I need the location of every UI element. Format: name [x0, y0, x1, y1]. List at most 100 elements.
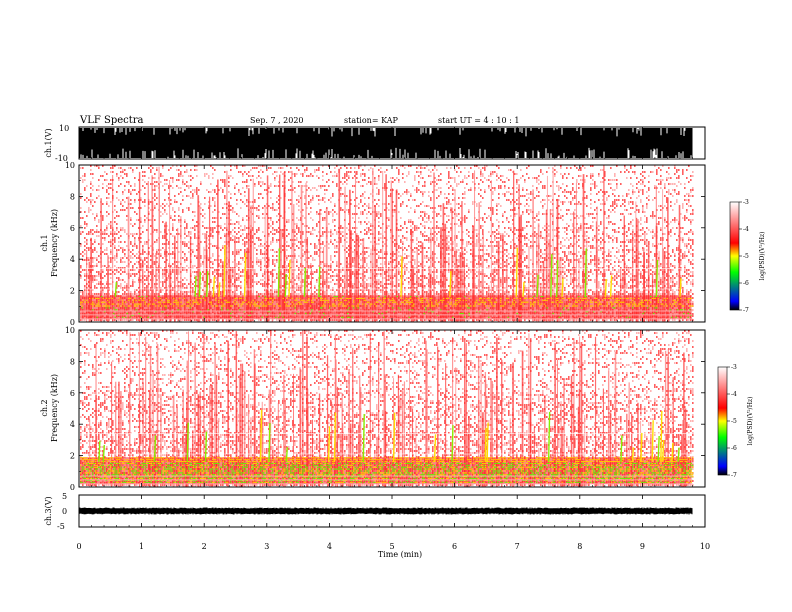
x-tick-label: 7 [515, 542, 520, 551]
colorbar-tick-label: -5 [743, 253, 749, 260]
y-tick-label: 4 [70, 255, 75, 264]
tweek-burst [288, 259, 291, 297]
tweek-burst [620, 435, 623, 462]
tweek-burst [451, 425, 454, 462]
start-time-label: start UT = 4 : 10 : 1 [438, 116, 519, 125]
station-label: station= KAP [344, 116, 399, 125]
tweek-burst [679, 278, 682, 297]
tweek-burst [362, 414, 365, 462]
psd-yellow-speckle [80, 297, 694, 307]
x-tick-label: 6 [452, 542, 457, 551]
x-tick-label: 3 [264, 542, 269, 551]
ch1-freq-label-top: ch.1 [40, 234, 49, 251]
x-tick-label: 2 [202, 542, 207, 551]
tweek-burst [609, 275, 613, 297]
waveform-path [79, 128, 693, 158]
y-tick-label: 10 [65, 161, 75, 170]
low-frequency-band [80, 295, 692, 319]
tweek-burst [555, 260, 559, 297]
tweek-burst [486, 422, 489, 462]
ch1-colorbar: -3 -4 -5 -6 -7 log(PSD)(V²/Hz) [729, 199, 766, 314]
tweek-burst [102, 444, 105, 462]
tweek-burst [661, 439, 665, 462]
tweek-burst [400, 256, 403, 297]
tweek-burst [194, 275, 197, 297]
ch3-ylabel: ch.3(V) [44, 496, 53, 525]
tweek-burst [98, 440, 101, 462]
psd-green-speckle [80, 462, 694, 483]
x-tick-label: 10 [700, 542, 710, 551]
y-tick-label: 2 [70, 287, 75, 296]
ch2-colorbar-label: log(PSD)(V²/Hz) [747, 397, 754, 446]
colorbar-tick-label: -3 [743, 199, 749, 206]
tweek-burst [204, 431, 208, 462]
tweek-burst [561, 278, 564, 297]
colorbar-tick-label: -6 [743, 280, 749, 287]
ch2-spectrogram-image [80, 330, 694, 487]
tweek-burst [303, 268, 307, 297]
tweek-burst [655, 259, 659, 297]
tweek-burst [604, 279, 608, 297]
colorbar-tick-label: -7 [731, 472, 737, 479]
y-tick-label: 6 [70, 389, 75, 398]
tweek-burst [186, 422, 189, 462]
ch1-freq-label: Frequency (kHz) [50, 209, 59, 277]
ch3-ytick-mid: 0 [62, 507, 67, 516]
ch1-colorbar-label: log(PSD)(V²/Hz) [759, 232, 766, 281]
tweek-burst [153, 435, 157, 462]
colorbar-tick-label: -4 [743, 226, 749, 233]
x-tick-label: 0 [76, 542, 81, 551]
tweek-burst [206, 271, 209, 297]
y-tick-label: 10 [65, 326, 75, 335]
ch2-freq-ticks: 0 2 4 6 8 10 [65, 326, 705, 492]
y-tick-label: 8 [70, 192, 75, 201]
ch1-colorbar-ticks: -3 -4 -5 -6 -7 [739, 199, 749, 314]
ch3-waveform-trace [79, 507, 693, 515]
tweek-burst [223, 245, 226, 297]
colorbar-tick-label: -3 [731, 364, 737, 371]
tweek-burst [285, 447, 289, 462]
tweek-burst [277, 248, 281, 297]
tweek-burst [333, 412, 337, 462]
tweek-burst [640, 432, 643, 462]
y-tick-label: 6 [70, 224, 75, 233]
tweek-burst [198, 271, 202, 297]
tweek-burst [584, 248, 587, 297]
tweek-burst [212, 276, 216, 297]
colorbar-tick-label: -4 [731, 391, 737, 398]
ch1-ytick-top: 10 [59, 124, 69, 133]
ch1-freq-ticks: 0 2 4 6 8 10 [65, 161, 705, 327]
ch2-colorbar: -3 -4 -5 -6 -7 log(PSD)(V²/Hz) [717, 364, 754, 479]
tweek-burst [657, 435, 660, 462]
ch2-colorbar-ticks: -3 -4 -5 -6 -7 [727, 364, 737, 479]
x-tick-label: 4 [327, 542, 332, 551]
tweek-burst [243, 252, 247, 297]
ch1-waveform-trace [79, 128, 693, 158]
ch2-spectrogram-panel: 0 2 4 6 8 10 ch.2 Frequency (kHz) [40, 326, 706, 492]
ch1-ylabel: ch.1(V) [44, 128, 53, 157]
ch1-waveform-panel: 10 -10 ch.1(V) [44, 124, 706, 163]
ch1-spectrogram-panel: 0 2 4 6 8 10 ch.1 Frequency (kHz) [40, 161, 706, 327]
colorbar-tick-label: -6 [731, 445, 737, 452]
tweek-burst [515, 247, 518, 297]
y-tick-label: 4 [70, 420, 75, 429]
x-tick-label: 8 [577, 542, 582, 551]
time-axis-ticks: 0 1 2 3 4 5 6 7 8 9 10 [76, 127, 710, 551]
y-tick-label: 0 [70, 318, 75, 327]
tweek-burst [671, 442, 674, 462]
tweek-burst [677, 447, 680, 462]
ch3-ytick-top: 5 [62, 492, 67, 501]
tweek-burst [631, 447, 635, 462]
tweek-burst [218, 282, 221, 297]
tweek-burst [318, 266, 321, 297]
tweek-burst [536, 274, 539, 297]
tweek-burst [660, 410, 663, 462]
ch2-freq-label-top: ch.2 [40, 399, 49, 416]
figure-title: VLF Spectra [79, 115, 144, 126]
y-tick-label: 2 [70, 452, 75, 461]
time-axis-label: Time (min) [378, 550, 422, 559]
tweek-burst [651, 420, 654, 462]
tweek-burst [449, 271, 452, 297]
tweek-burst [259, 409, 263, 462]
